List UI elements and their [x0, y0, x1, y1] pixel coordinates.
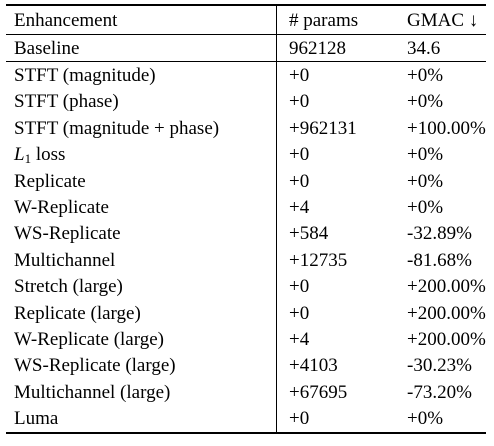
cell-gmac: +200.00% [407, 276, 486, 298]
cell-name: W-Replicate (large) [14, 328, 164, 350]
cell-name: WS-Replicate (large) [14, 355, 176, 377]
cell-name: W-Replicate [14, 197, 109, 219]
cell-name: STFT (phase) [14, 91, 119, 113]
cell-params: +0 [276, 141, 399, 168]
cell-name: STFT (magnitude) [14, 65, 156, 87]
cell-gmac: +200.00% [407, 302, 486, 324]
cell-params: +0 [276, 405, 399, 434]
cell-name: STFT (magnitude + phase) [14, 117, 220, 139]
cell-params: +0 [276, 61, 399, 89]
cell-gmac: 34.6 [399, 34, 486, 63]
table-header-row: Enhancement # params GMAC ↓ [6, 4, 486, 35]
header-gmac: GMAC ↓ [399, 4, 486, 35]
cell-params: +0 [276, 273, 399, 300]
table-row: L1 loss +0 +0% [6, 141, 486, 168]
cell-name: Replicate (large) [14, 302, 141, 324]
results-table: Enhancement # params GMAC ↓ Baseline 962… [6, 4, 486, 434]
cell-params: +0 [276, 88, 399, 116]
table-row-baseline: Baseline 962128 34.6 [6, 34, 486, 63]
cell-gmac: +0% [407, 65, 444, 87]
cell-gmac: -32.89% [407, 223, 472, 245]
cell-gmac: -30.23% [407, 355, 472, 377]
cell-gmac: +0% [407, 197, 444, 219]
cell-name: L1 loss [6, 142, 277, 168]
table-row: Stretch (large) +0 +200.00% [6, 273, 486, 300]
cell-gmac: +0% [407, 144, 444, 166]
cell-params: +962131 [276, 115, 399, 142]
table-row: STFT (magnitude + phase) +962131 +100.00… [6, 115, 486, 142]
cell-params: +67695 [276, 379, 399, 406]
cell-params: +4 [276, 194, 399, 221]
header-enhancement: Enhancement [6, 4, 277, 35]
table-row: STFT (magnitude) +0 +0% [6, 61, 486, 89]
cell-gmac: +0% [407, 91, 444, 113]
cell-name: WS-Replicate [14, 223, 121, 245]
table-row: Luma +0 +0% [6, 405, 486, 434]
results-table-container: Enhancement # params GMAC ↓ Baseline 962… [6, 4, 486, 434]
cell-name-rest: loss [31, 143, 66, 165]
table-row: WS-Replicate +584 -32.89% [6, 220, 486, 248]
cell-gmac: +200.00% [407, 328, 486, 350]
table-row: Multichannel (large) +67695 -73.20% [6, 379, 486, 406]
cell-name: Luma [6, 405, 277, 434]
cell-name: Multichannel [14, 249, 116, 271]
cell-name-subscript: 1 [24, 150, 32, 166]
cell-params: 962128 [276, 34, 399, 63]
cell-gmac: -81.68% [407, 249, 472, 271]
cell-params: +584 [276, 220, 399, 248]
table-row: W-Replicate (large) +4 +200.00% [6, 326, 486, 353]
table-row: WS-Replicate (large) +4103 -30.23% [6, 352, 486, 380]
header-params: # params [276, 4, 399, 35]
table-row: Replicate (large) +0 +200.00% [6, 299, 486, 327]
cell-name: Multichannel (large) [14, 381, 171, 403]
cell-name: Replicate [14, 170, 86, 192]
table-row: W-Replicate +4 +0% [6, 194, 486, 221]
cell-gmac: +0% [399, 405, 486, 434]
cell-params: +4 [276, 326, 399, 353]
cell-name: Stretch (large) [14, 276, 123, 298]
cell-name-variable: L [14, 143, 25, 165]
cell-name: Baseline [6, 34, 277, 63]
cell-params: +0 [276, 299, 399, 327]
table-row: Replicate +0 +0% [6, 167, 486, 195]
cell-gmac: +100.00% [407, 117, 486, 139]
cell-params: +4103 [276, 352, 399, 380]
table-row: STFT (phase) +0 +0% [6, 88, 486, 116]
cell-gmac: -73.20% [407, 381, 472, 403]
cell-params: +12735 [276, 247, 399, 274]
cell-gmac: +0% [407, 170, 444, 192]
table-row: Multichannel +12735 -81.68% [6, 247, 486, 274]
cell-params: +0 [276, 167, 399, 195]
